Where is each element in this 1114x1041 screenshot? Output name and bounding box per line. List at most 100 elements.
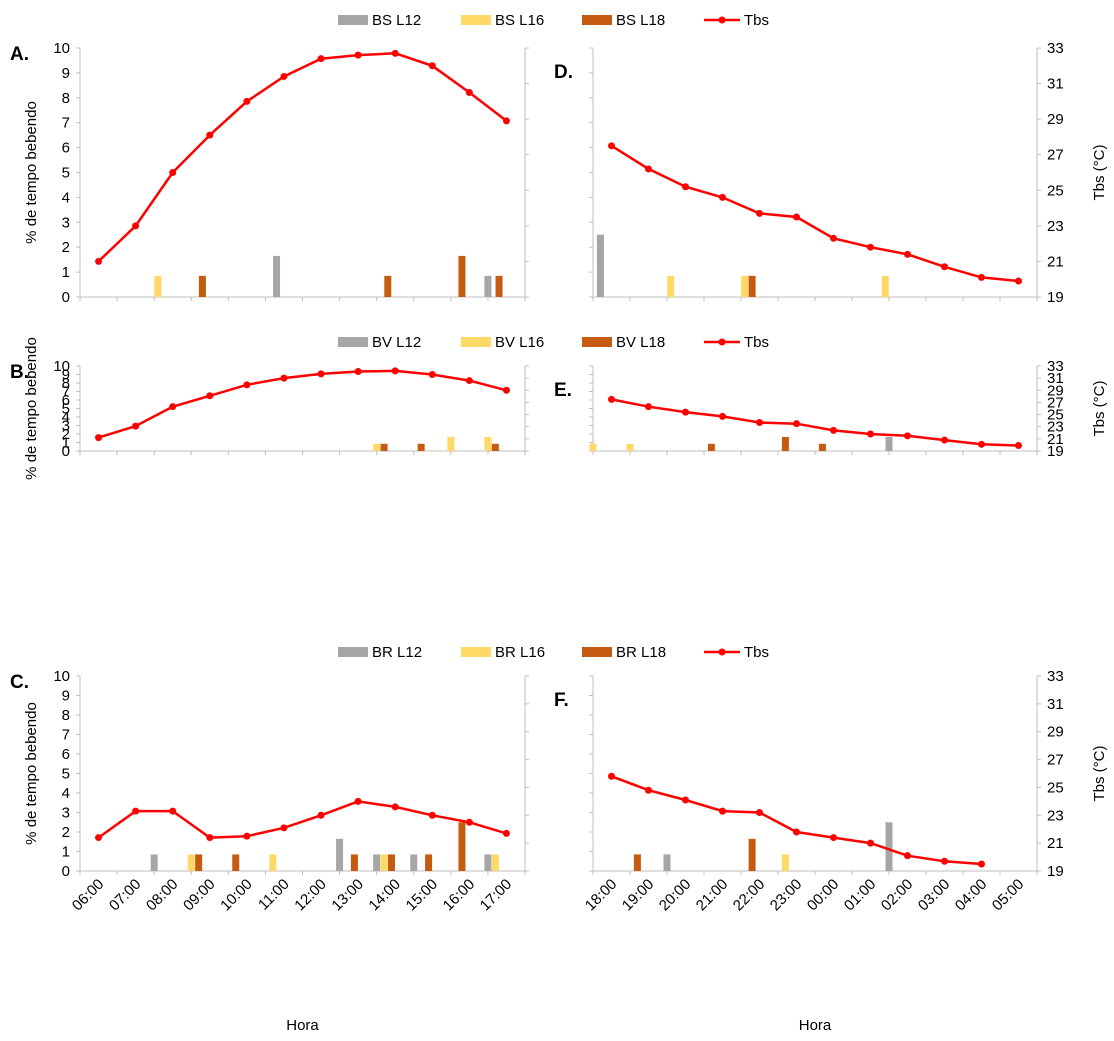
bar-br-l16 <box>491 854 499 871</box>
tbs-line <box>97 52 508 263</box>
x-tick-label: 00:00 <box>804 876 843 915</box>
left-tick-label: 1 <box>62 844 70 861</box>
tbs-point <box>719 193 726 201</box>
legend-swatch-l16 <box>461 15 491 25</box>
tbs-point <box>830 234 837 242</box>
x-tick-label: 08:00 <box>143 876 182 915</box>
tbs-point <box>243 97 251 105</box>
x-tick-label: 16:00 <box>440 876 479 915</box>
tbs-point <box>502 829 510 837</box>
bar-bs-l12 <box>273 255 281 297</box>
tbs-point <box>830 834 837 842</box>
left-tick-label: 5 <box>62 165 70 182</box>
tbs-point <box>1015 442 1022 450</box>
bar-bs-l16 <box>667 275 675 297</box>
right-tick-label: 31 <box>1047 76 1064 93</box>
tbs-point <box>756 809 763 816</box>
tbs-point <box>502 117 510 125</box>
x-tick-label: 02:00 <box>878 876 917 915</box>
legend-tbs-marker <box>718 648 726 656</box>
legend-swatch-l16 <box>461 337 491 347</box>
x-tick-label: 12:00 <box>291 876 330 915</box>
bar-bv-l18 <box>417 443 425 451</box>
tbs-point <box>867 839 874 847</box>
bar-br-l12 <box>336 838 344 871</box>
tbs-point <box>608 772 615 780</box>
x-axis-title: Hora <box>286 1017 319 1034</box>
legend-label: Tbs <box>744 644 769 661</box>
tbs-point <box>132 422 140 430</box>
left-tick-label: 5 <box>62 401 70 418</box>
bar-bs-l16 <box>154 275 162 297</box>
right-tick-label: 25 <box>1047 779 1064 796</box>
right-tick-label: 21 <box>1047 835 1064 852</box>
right-axis-title: Tbs (°C) <box>1091 381 1108 437</box>
x-tick-label: 07:00 <box>106 876 145 915</box>
bar-bv-l16 <box>373 443 381 451</box>
tbs-point <box>169 807 177 815</box>
tbs-point <box>206 131 214 139</box>
tbs-point <box>317 370 325 378</box>
tbs-point <box>391 49 399 57</box>
left-tick-label: 10 <box>53 40 70 57</box>
legend-label: BV L16 <box>495 334 544 351</box>
x-tick-label: 13:00 <box>328 876 367 915</box>
x-tick-label: 05:00 <box>989 876 1028 915</box>
bar-bv-l16 <box>447 436 455 451</box>
x-tick-label: 17:00 <box>477 876 516 915</box>
left-tick-label: 7 <box>62 384 70 401</box>
bar-br-l12 <box>484 854 492 871</box>
x-tick-label: 18:00 <box>582 876 621 915</box>
right-tick-label: 21 <box>1047 253 1064 270</box>
x-tick-label: 20:00 <box>656 876 695 915</box>
left-tick-label: 2 <box>62 426 70 443</box>
left-tick-label: 8 <box>62 707 70 724</box>
x-tick-label: 23:00 <box>767 876 806 915</box>
tbs-point <box>428 62 436 70</box>
tbs-point <box>941 857 948 865</box>
tbs-point <box>206 834 214 842</box>
tbs-point <box>354 51 362 59</box>
panel-tag: B. <box>10 362 29 383</box>
panel-tag: F. <box>554 690 569 711</box>
panel-c: 0 1 2 3 4 5 6 7 8 9 10 C. % de tempo bebendo 06:0007:… <box>10 668 529 1034</box>
tbs-point <box>941 436 948 444</box>
left-tick-label: 8 <box>62 375 70 392</box>
tbs-line <box>98 369 507 439</box>
tbs-point <box>867 430 874 438</box>
bar-bv-l18 <box>707 443 715 451</box>
tbs-point <box>830 426 837 434</box>
bar-br-l12 <box>663 854 671 871</box>
legend-swatch-l12 <box>338 337 368 347</box>
legend-label: Tbs <box>744 334 769 351</box>
bar-bs-l18 <box>495 275 503 297</box>
tbs-point <box>645 165 652 173</box>
tbs-point <box>793 213 800 221</box>
tbs-point <box>719 412 726 420</box>
bar-br-l16 <box>187 854 195 871</box>
right-tick-label: 19 <box>1047 863 1064 880</box>
legend-label: BR L16 <box>495 644 545 661</box>
panel-tag: C. <box>10 672 29 693</box>
tbs-point <box>941 263 948 271</box>
legend-swatch-l12 <box>338 647 368 657</box>
x-tick-label: 19:00 <box>619 876 658 915</box>
left-axis-title: % de tempo bebendo <box>23 337 40 480</box>
tbs-point <box>904 250 911 258</box>
tbs-point <box>682 796 689 804</box>
tbs-point <box>682 183 689 191</box>
tbs-point <box>280 72 288 80</box>
tbs-point <box>867 243 874 251</box>
legend-tbs-marker <box>718 16 726 24</box>
tbs-line <box>97 800 507 839</box>
bar-bs-l16 <box>741 275 749 297</box>
x-tick-label: 14:00 <box>365 876 404 915</box>
bar-br-l18 <box>195 854 203 871</box>
right-axis-title: Tbs (°C) <box>1091 145 1108 201</box>
left-tick-label: 6 <box>62 140 70 157</box>
tbs-point <box>169 403 177 411</box>
tbs-line <box>611 398 1019 447</box>
